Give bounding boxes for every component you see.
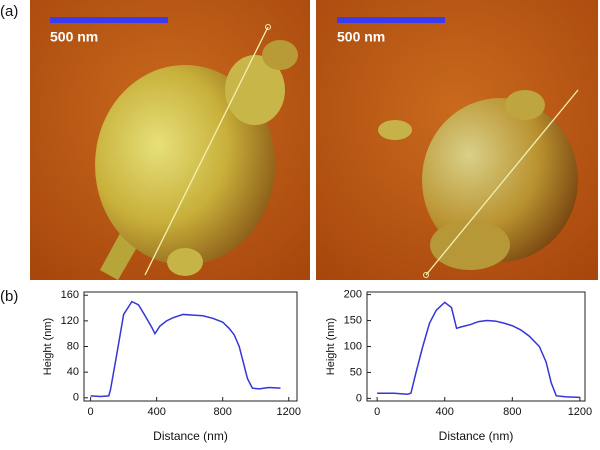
y-tick-label: 80 xyxy=(67,340,79,352)
data-line xyxy=(90,300,281,398)
y-tick-label: 40 xyxy=(67,366,79,378)
data-line xyxy=(377,301,580,399)
y-tick-label: 100 xyxy=(344,340,362,352)
panel-label: (a) xyxy=(0,3,18,20)
y-axis-label: Height (nm) xyxy=(42,318,54,375)
y-tick-label: 120 xyxy=(61,315,79,327)
x-tick-label: 0 xyxy=(88,406,94,418)
x-tick-label: 400 xyxy=(436,406,454,418)
panel-label: (b) xyxy=(0,288,18,305)
y-tick-label: 50 xyxy=(350,366,362,378)
y-tick-label: 0 xyxy=(356,392,362,404)
x-tick-label: 1200 xyxy=(277,406,301,418)
y-tick-label: 0 xyxy=(73,392,79,404)
scale-bar-label: 500 nm xyxy=(50,29,98,45)
x-tick-label: 800 xyxy=(214,406,232,418)
y-tick-label: 160 xyxy=(61,289,79,301)
x-axis-label: Distance (nm) xyxy=(439,429,514,443)
plot-frame xyxy=(83,291,298,402)
x-tick-label: 1200 xyxy=(568,406,592,418)
x-axis-label: Distance (nm) xyxy=(153,429,228,443)
y-axis-label: Height (nm) xyxy=(325,318,337,375)
y-tick-label: 200 xyxy=(344,289,362,301)
y-tick-label: 150 xyxy=(344,314,362,326)
afm-image-left xyxy=(30,0,310,280)
x-tick-label: 400 xyxy=(147,406,165,418)
x-tick-label: 0 xyxy=(374,406,380,418)
x-tick-label: 800 xyxy=(503,406,521,418)
afm-image-right xyxy=(316,0,598,280)
scale-bar-label: 500 nm xyxy=(337,29,385,45)
